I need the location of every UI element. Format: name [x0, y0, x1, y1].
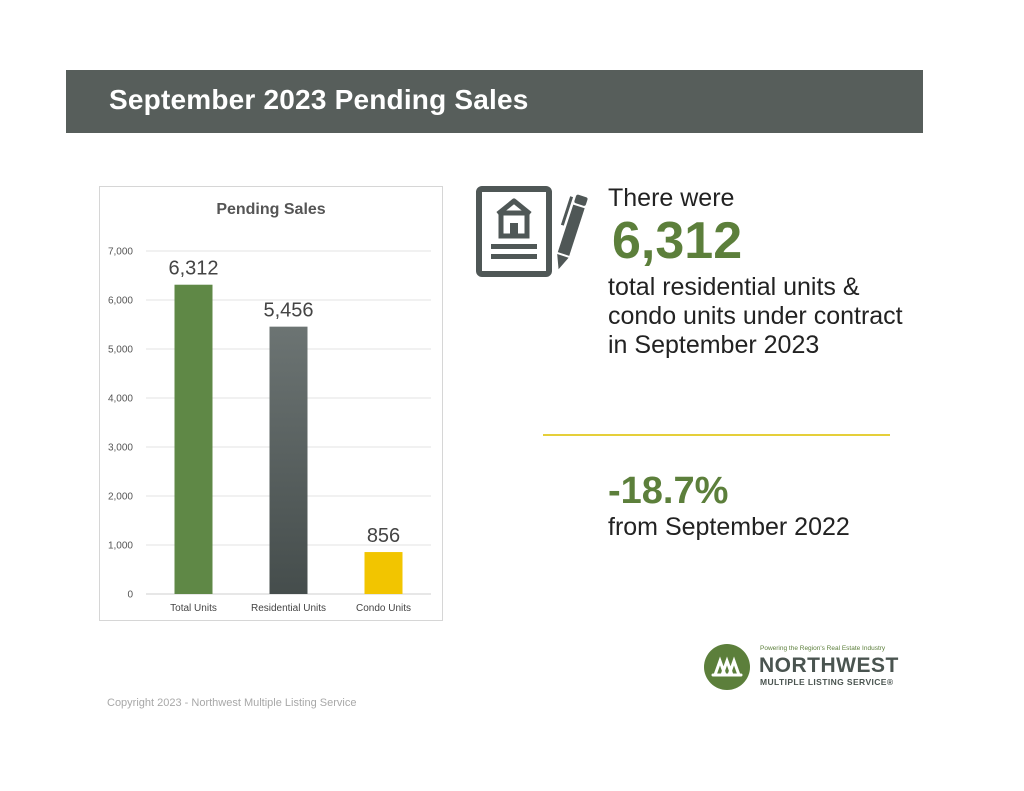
y-tick-label: 1,000	[108, 541, 133, 552]
change-value: -18.7%	[608, 470, 729, 512]
x-tick-label: Residential Units	[251, 603, 326, 614]
chart-title: Pending Sales	[216, 201, 325, 218]
pending-sales-chart: Pending Sales 0 1,000 2,000 3,000 4,000 5,000…	[99, 186, 443, 621]
nwmls-logo: Powering the Region's Real Estate Indust…	[703, 643, 903, 691]
y-tick-label: 5,000	[108, 345, 133, 356]
data-label: 5,456	[263, 300, 313, 322]
page-title: September 2023 Pending Sales	[109, 84, 529, 115]
y-tick-label: 2,000	[108, 492, 133, 503]
divider	[543, 434, 890, 436]
chart-svg: Pending Sales 0 1,000 2,000 3,000 4,000 5,000…	[108, 201, 431, 614]
copyright: Copyright 2023 - Northwest Multiple List…	[107, 697, 357, 709]
data-label: 856	[367, 525, 400, 547]
bar-condo-units	[364, 552, 403, 594]
stat-description: total residential units & condo units un…	[608, 273, 903, 359]
y-tick-label: 6,000	[108, 296, 133, 307]
logo-subtitle: MULTIPLE LISTING SERVICE®	[760, 677, 894, 687]
nwmls-logo-mark-icon	[704, 644, 750, 690]
y-tick-label: 7,000	[108, 247, 133, 258]
logo-brand: NORTHWEST	[759, 654, 899, 677]
bar-total-units	[174, 284, 213, 594]
change-block: -18.7% from September 2022	[608, 470, 850, 542]
y-tick-label: 0	[127, 590, 133, 601]
bar-residential-units	[269, 326, 308, 594]
y-tick-label: 3,000	[108, 443, 133, 454]
x-tick-label: Total Units	[170, 603, 217, 614]
data-label: 6,312	[168, 258, 218, 280]
y-tick-label: 4,000	[108, 394, 133, 405]
stat-block: There were 6,312 total residential units…	[608, 183, 908, 360]
change-label: from September 2022	[608, 513, 850, 541]
contract-house-pen-icon	[474, 186, 590, 278]
logo-tagline: Powering the Region's Real Estate Indust…	[760, 645, 886, 652]
x-tick-label: Condo Units	[356, 603, 411, 614]
stat-value: 6,312	[612, 212, 743, 270]
title-banner: September 2023 Pending Sales	[66, 70, 923, 133]
stat-intro: There were	[608, 184, 735, 212]
